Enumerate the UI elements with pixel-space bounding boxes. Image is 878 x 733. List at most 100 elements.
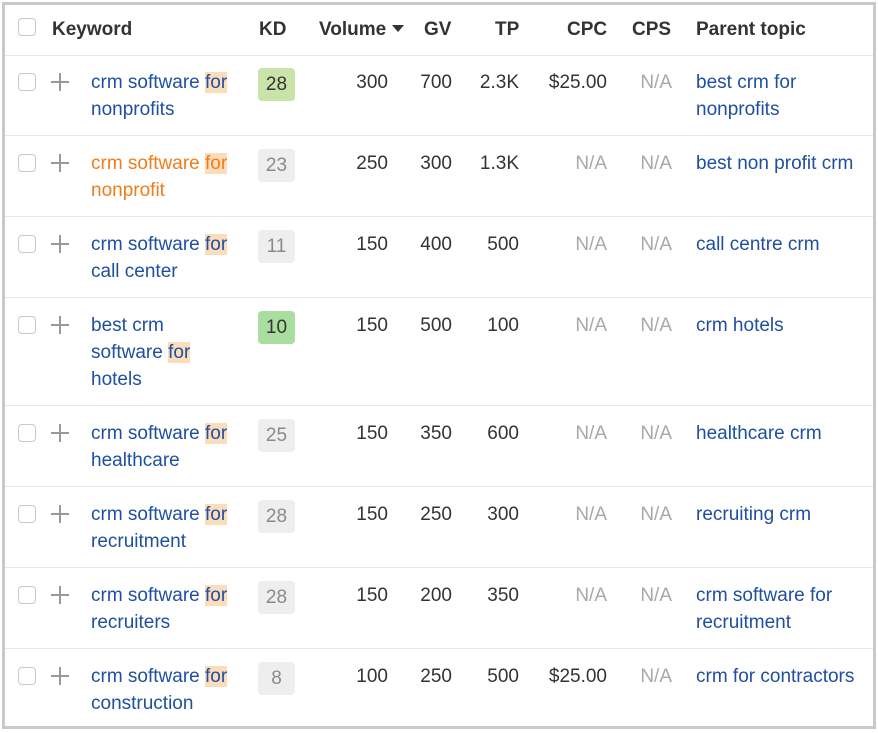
tp-value: 500: [487, 234, 519, 255]
row-checkbox[interactable]: [18, 235, 36, 253]
cps-value: N/A: [640, 666, 672, 687]
row-divider: [5, 297, 873, 298]
cpc-value: N/A: [575, 234, 607, 255]
volume-value: 150: [356, 315, 388, 336]
tp-value: 600: [487, 423, 519, 444]
row-checkbox[interactable]: [18, 316, 36, 334]
tp-value: 100: [487, 315, 519, 336]
kd-badge: 8: [258, 662, 295, 695]
row-checkbox[interactable]: [18, 505, 36, 523]
gv-value: 200: [420, 585, 452, 606]
parent-topic-link[interactable]: crm for contractors: [696, 666, 855, 687]
cps-value: N/A: [640, 72, 672, 93]
parent-topic-link[interactable]: recruiting crm: [696, 504, 812, 525]
row-checkbox[interactable]: [18, 667, 36, 685]
volume-value: 250: [356, 153, 388, 174]
keyword-link[interactable]: crm software for nonprofits: [91, 72, 228, 120]
volume-value: 150: [356, 234, 388, 255]
keyword-link[interactable]: best crm software for hotels: [91, 315, 191, 390]
volume-value: 150: [356, 423, 388, 444]
plus-icon[interactable]: [51, 235, 69, 253]
cps-value: N/A: [640, 504, 672, 525]
keyword-link[interactable]: crm software for recruiters: [91, 585, 228, 633]
volume-value: 150: [356, 504, 388, 525]
keyword-link[interactable]: crm software for healthcare: [91, 423, 228, 471]
keyword-link[interactable]: crm software for call center: [91, 234, 228, 282]
kd-badge: 11: [258, 230, 295, 263]
plus-icon[interactable]: [51, 73, 69, 91]
cpc-value: $25.00: [548, 666, 607, 687]
tp-value: 1.3K: [479, 153, 519, 174]
kd-badge: 10: [258, 311, 295, 344]
row-checkbox[interactable]: [18, 586, 36, 604]
parent-topic-link[interactable]: crm software for recruitment: [696, 585, 833, 633]
gv-value: 350: [420, 423, 452, 444]
row-divider: [5, 405, 873, 406]
cpc-value: $25.00: [548, 72, 607, 93]
header-gv[interactable]: GV: [424, 19, 452, 40]
cps-value: N/A: [640, 234, 672, 255]
keyword-link[interactable]: crm software for nonprofit: [91, 153, 228, 201]
plus-icon[interactable]: [51, 667, 69, 685]
row-checkbox[interactable]: [18, 73, 36, 91]
kd-badge: 28: [258, 581, 295, 614]
row-divider: [5, 648, 873, 649]
row-checkbox[interactable]: [18, 154, 36, 172]
gv-value: 700: [420, 72, 452, 93]
parent-topic-link[interactable]: best non profit crm: [696, 153, 854, 174]
cps-value: N/A: [640, 423, 672, 444]
volume-value: 150: [356, 585, 388, 606]
kd-badge: 25: [258, 419, 295, 452]
plus-icon[interactable]: [51, 424, 69, 442]
gv-value: 300: [420, 153, 452, 174]
volume-value: 100: [356, 666, 388, 687]
header-volume-label: Volume: [319, 19, 387, 40]
header-cps[interactable]: CPS: [632, 19, 672, 40]
header-tp[interactable]: TP: [495, 19, 520, 40]
parent-topic-link[interactable]: crm hotels: [696, 315, 784, 336]
header-keyword[interactable]: Keyword: [52, 19, 133, 40]
plus-icon[interactable]: [51, 586, 69, 604]
tp-value: 300: [487, 504, 519, 525]
keyword-link[interactable]: crm software for construction: [91, 666, 228, 714]
cps-value: N/A: [640, 315, 672, 336]
cpc-value: N/A: [575, 315, 607, 336]
header-kd[interactable]: KD: [259, 19, 287, 40]
gv-value: 250: [420, 666, 452, 687]
header-cpc[interactable]: CPC: [567, 19, 608, 40]
row-divider: [5, 135, 873, 136]
volume-value: 300: [356, 72, 388, 93]
cpc-value: N/A: [575, 423, 607, 444]
select-all-checkbox[interactable]: [18, 18, 36, 36]
cps-value: N/A: [640, 585, 672, 606]
gv-value: 250: [420, 504, 452, 525]
header-volume[interactable]: Volume: [319, 18, 405, 42]
parent-topic-link[interactable]: call centre crm: [696, 234, 820, 255]
cpc-value: N/A: [575, 585, 607, 606]
cpc-value: N/A: [575, 153, 607, 174]
cps-value: N/A: [640, 153, 672, 174]
row-divider: [5, 567, 873, 568]
plus-icon[interactable]: [51, 316, 69, 334]
kd-badge: 28: [258, 500, 295, 533]
parent-topic-link[interactable]: best crm for nonprofits: [696, 72, 797, 120]
gv-value: 500: [420, 315, 452, 336]
tp-value: 350: [487, 585, 519, 606]
row-divider: [5, 486, 873, 487]
header-divider: [5, 55, 873, 56]
kd-badge: 23: [258, 149, 295, 182]
plus-icon[interactable]: [51, 505, 69, 523]
parent-topic-link[interactable]: healthcare crm: [696, 423, 822, 444]
caret-down-icon: [392, 24, 405, 32]
tp-value: 2.3K: [479, 72, 519, 93]
row-checkbox[interactable]: [18, 424, 36, 442]
keyword-link[interactable]: crm software for recruitment: [91, 504, 228, 552]
plus-icon[interactable]: [51, 154, 69, 172]
gv-value: 400: [420, 234, 452, 255]
tp-value: 500: [487, 666, 519, 687]
cpc-value: N/A: [575, 504, 607, 525]
row-divider: [5, 216, 873, 217]
header-parent-topic[interactable]: Parent topic: [696, 19, 806, 40]
kd-badge: 28: [258, 68, 295, 101]
